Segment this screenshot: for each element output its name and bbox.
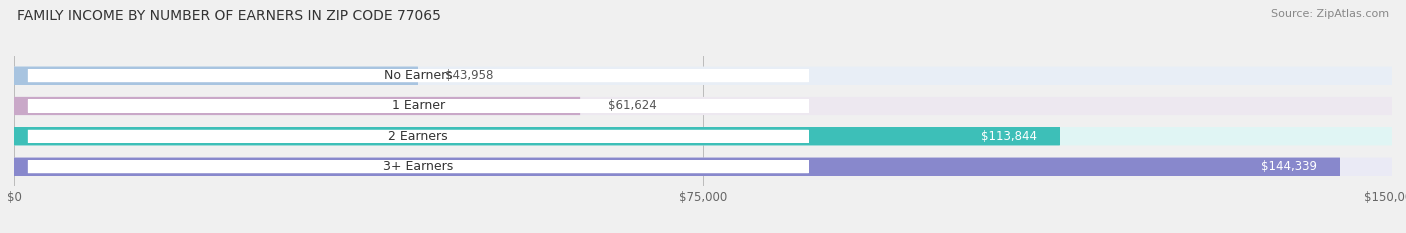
Text: Source: ZipAtlas.com: Source: ZipAtlas.com xyxy=(1271,9,1389,19)
Text: $43,958: $43,958 xyxy=(446,69,494,82)
FancyBboxPatch shape xyxy=(14,97,1392,115)
Text: 3+ Earners: 3+ Earners xyxy=(382,160,453,173)
FancyBboxPatch shape xyxy=(14,127,1392,145)
Bar xyxy=(14,127,1060,145)
Text: 1 Earner: 1 Earner xyxy=(392,99,444,113)
Bar xyxy=(28,130,808,143)
FancyBboxPatch shape xyxy=(14,97,581,115)
Bar xyxy=(14,97,581,115)
Text: 2 Earners: 2 Earners xyxy=(388,130,449,143)
Bar xyxy=(14,158,1392,176)
Bar xyxy=(14,67,418,85)
FancyBboxPatch shape xyxy=(14,67,1392,85)
Text: $113,844: $113,844 xyxy=(981,130,1036,143)
Bar xyxy=(28,69,808,82)
FancyBboxPatch shape xyxy=(28,99,808,113)
Bar xyxy=(14,127,1392,145)
Bar xyxy=(14,67,1392,85)
FancyBboxPatch shape xyxy=(28,130,808,143)
Text: FAMILY INCOME BY NUMBER OF EARNERS IN ZIP CODE 77065: FAMILY INCOME BY NUMBER OF EARNERS IN ZI… xyxy=(17,9,440,23)
Text: $61,624: $61,624 xyxy=(607,99,657,113)
FancyBboxPatch shape xyxy=(28,69,808,82)
Text: $144,339: $144,339 xyxy=(1261,160,1317,173)
FancyBboxPatch shape xyxy=(14,67,418,85)
Bar xyxy=(28,99,808,113)
Bar xyxy=(14,97,1392,115)
FancyBboxPatch shape xyxy=(28,160,808,173)
Bar xyxy=(28,160,808,173)
FancyBboxPatch shape xyxy=(14,158,1392,176)
Text: No Earners: No Earners xyxy=(384,69,453,82)
FancyBboxPatch shape xyxy=(14,158,1340,176)
Bar xyxy=(14,158,1340,176)
FancyBboxPatch shape xyxy=(14,127,1060,145)
